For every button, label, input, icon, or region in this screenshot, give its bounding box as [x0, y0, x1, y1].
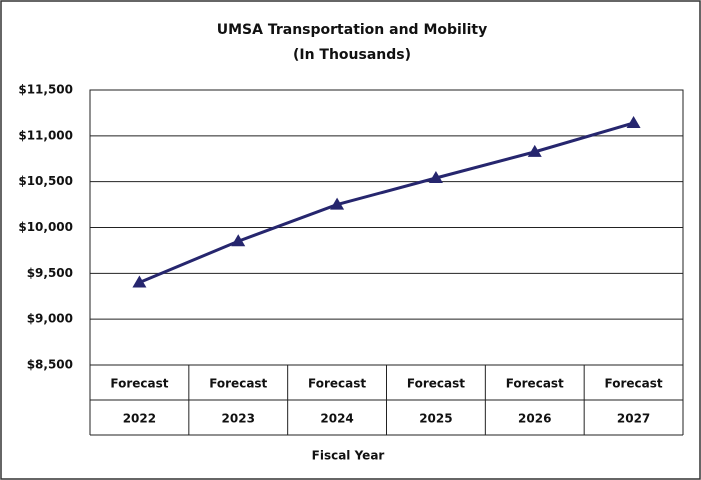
x-tick-label: 2025: [419, 412, 452, 426]
x-tick-label: 2027: [617, 412, 650, 426]
marker: [132, 275, 147, 288]
x-tick-label: Forecast: [209, 377, 267, 391]
x-tick-label: 2022: [123, 412, 156, 426]
x-tick-label: Forecast: [506, 377, 564, 391]
x-tick-label: Forecast: [110, 377, 168, 391]
y-tick-label: $10,000: [18, 220, 73, 234]
marker: [231, 234, 246, 247]
chart-title: UMSA Transportation and Mobility: [217, 22, 487, 38]
x-tick-label: Forecast: [605, 377, 663, 391]
x-tick-label: 2023: [222, 412, 255, 426]
y-tick-label: $10,500: [18, 174, 73, 188]
y-tick-label: $11,500: [18, 83, 73, 97]
x-tick-label: Forecast: [407, 377, 465, 391]
marker: [626, 116, 641, 128]
marker: [428, 171, 443, 183]
chart-subtitle: (In Thousands): [293, 47, 411, 63]
line: [138, 121, 635, 284]
y-tick-label: $8,500: [27, 358, 73, 372]
x-tick-label: 2024: [320, 412, 353, 426]
y-tick-label: $9,000: [27, 312, 73, 326]
x-axis-label: Fiscal Year: [312, 449, 385, 463]
y-tick-label: $11,000: [18, 128, 73, 142]
marker: [527, 144, 542, 157]
x-tick-label: 2026: [518, 412, 551, 426]
y-tick-label: $9,500: [27, 266, 73, 280]
marker: [330, 197, 345, 210]
x-tick-label: Forecast: [308, 377, 366, 391]
